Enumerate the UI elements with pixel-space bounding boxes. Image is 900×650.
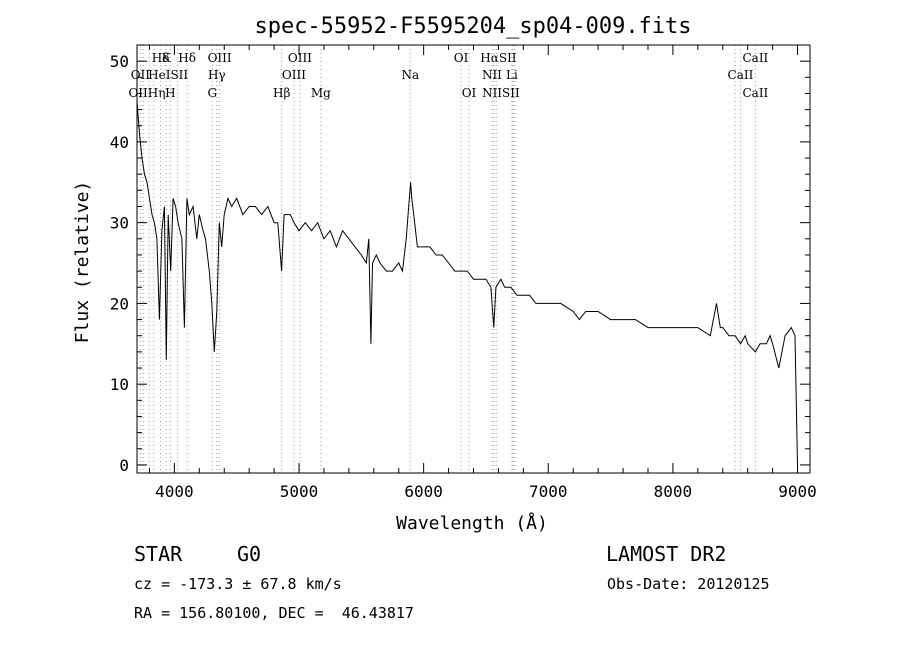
line-markers xyxy=(139,45,756,473)
line-label: K xyxy=(162,51,172,65)
line-label: Na xyxy=(401,68,419,82)
plot-frame xyxy=(136,44,811,474)
line-label: CaII xyxy=(742,86,768,100)
x-tick-label: 6000 xyxy=(404,482,443,501)
line-label: G xyxy=(207,86,217,100)
line-label: OIII xyxy=(282,68,306,82)
y-tick-label: 30 xyxy=(110,214,129,233)
y-axis: 0 10 20 30 40 50 xyxy=(110,44,810,475)
observation-date: Obs-Date: 20120125 xyxy=(607,575,770,593)
line-label: OIII xyxy=(208,51,232,65)
object-class: STAR xyxy=(134,542,183,566)
y-tick-label: 20 xyxy=(110,294,129,313)
line-label: H xyxy=(165,86,175,100)
spectral-subclass: G0 xyxy=(237,542,262,566)
line-label: NIISII xyxy=(482,86,520,100)
line-label: Hδ xyxy=(178,51,196,65)
line-label: OIII xyxy=(288,51,312,65)
line-label: Hδ xyxy=(152,51,170,65)
x-tick-label: 5000 xyxy=(280,482,319,501)
redshift-velocity: cz = -173.3 ± 67.8 km/s xyxy=(134,575,342,593)
line-label: CaII xyxy=(742,51,768,65)
line-label: OI xyxy=(454,51,469,65)
line-label: OII xyxy=(131,68,151,82)
line-label: HeISII xyxy=(148,68,188,82)
chart-title: spec-55952-F5595204_sp04-009.fits xyxy=(254,14,691,39)
y-tick-label: 0 xyxy=(119,456,129,475)
coordinates: RA = 156.80100, DEC = 46.43817 xyxy=(134,604,414,622)
line-label: Hγ xyxy=(208,68,226,82)
line-label: NII xyxy=(482,68,502,82)
y-tick-label: 40 xyxy=(110,133,129,152)
x-tick-label: 7000 xyxy=(529,482,568,501)
y-axis-label: Flux (relative) xyxy=(72,181,93,344)
line-label: HαSII xyxy=(480,51,517,65)
survey-name: LAMOST DR2 xyxy=(606,542,727,566)
x-tick-label: 8000 xyxy=(654,482,693,501)
y-tick-label: 50 xyxy=(110,52,129,71)
line-label: OI xyxy=(462,86,477,100)
line-label: Mg xyxy=(311,86,331,100)
y-tick-label: 10 xyxy=(110,375,129,394)
x-axis: 4000 5000 6000 7000 8000 9000 xyxy=(148,45,817,501)
x-tick-label: 9000 xyxy=(778,482,817,501)
x-axis-label: Wavelength (Å) xyxy=(396,512,548,534)
line-label: OIIHη xyxy=(128,86,165,100)
x-tick-label: 4000 xyxy=(155,482,194,501)
spectrum-line xyxy=(136,101,798,465)
line-label: Hβ xyxy=(273,86,290,100)
line-label: Li xyxy=(506,68,518,82)
line-label: CaII xyxy=(728,68,754,82)
